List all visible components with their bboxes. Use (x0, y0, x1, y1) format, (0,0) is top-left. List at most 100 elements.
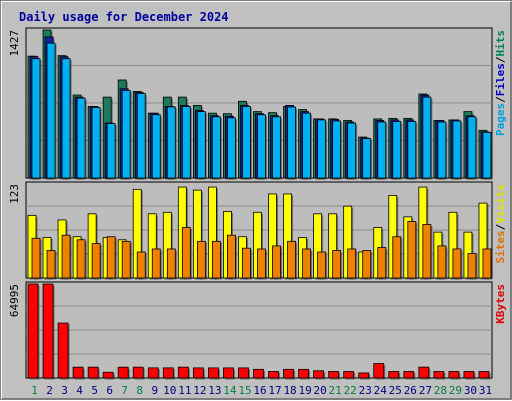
bar-kbytes-day-13 (207, 367, 219, 379)
bar-sites-day-31 (482, 248, 492, 279)
x-tick-label: 1 (31, 384, 38, 397)
bar-kbytes-day-20 (313, 370, 325, 379)
legend-part: Visits (494, 184, 507, 224)
bar-sites-day-7 (121, 240, 131, 279)
bar-kbytes-day-17 (268, 371, 279, 379)
bar-sites-day-20 (317, 251, 327, 279)
bar-sites-day-4 (76, 239, 86, 279)
x-tick-label: 5 (91, 384, 98, 397)
bar-kbytes-day-22 (343, 371, 355, 379)
legend-part: KBytes (494, 284, 507, 324)
bar-pages-day-29 (452, 120, 462, 179)
bar-pages-day-24 (377, 121, 387, 179)
bar-kbytes-day-8 (132, 366, 144, 379)
bar-kbytes-day-11 (177, 366, 189, 379)
bar-pages-day-31 (482, 131, 492, 179)
bar-kbytes-day-9 (147, 367, 159, 379)
bar-kbytes-day-16 (253, 368, 264, 379)
bar-sites-day-24 (377, 247, 387, 279)
bar-pages-day-10 (166, 106, 176, 179)
bar-kbytes-day-28 (433, 371, 445, 379)
x-tick-label: 4 (76, 384, 83, 397)
bar-pages-day-12 (196, 111, 206, 179)
bar-pages-day-25 (392, 121, 402, 179)
x-tick-label: 7 (121, 384, 128, 397)
bar-kbytes-day-19 (298, 368, 309, 379)
bar-pages-day-21 (332, 120, 342, 179)
legend-part: Pages (494, 103, 507, 136)
x-tick-label: 3 (61, 384, 68, 397)
x-tick-label: 23 (359, 384, 372, 397)
bar-pages-day-26 (407, 121, 417, 179)
x-tick-label: 8 (136, 384, 143, 397)
x-tick-label: 15 (238, 384, 251, 397)
bar-sites-day-16 (257, 248, 266, 279)
x-tick-label: 21 (329, 384, 342, 397)
bar-sites-day-17 (272, 245, 281, 279)
bar-pages-day-14 (227, 117, 236, 179)
bar-sites-day-6 (106, 236, 116, 279)
bar-kbytes-day-26 (403, 371, 415, 379)
x-tick-label: 24 (374, 384, 388, 397)
bar-kbytes-day-4 (72, 366, 84, 379)
bar-sites-day-10 (166, 248, 176, 279)
x-tick-label: 18 (283, 384, 296, 397)
bar-kbytes-day-5 (87, 366, 99, 379)
bar-kbytes-day-7 (117, 366, 129, 379)
x-tick-label: 12 (193, 384, 206, 397)
bar-pages-day-19 (302, 112, 311, 179)
bar-sites-day-29 (452, 248, 462, 279)
bar-pages-day-20 (317, 119, 327, 179)
bar-sites-day-12 (196, 240, 206, 279)
legend-part: / (494, 96, 507, 103)
bar-kbytes-day-24 (373, 363, 385, 379)
bar-kbytes-day-2 (42, 283, 54, 379)
bar-kbytes-day-27 (418, 366, 430, 379)
bar-kbytes-day-12 (192, 367, 204, 379)
x-tick-label: 13 (208, 384, 221, 397)
bar-sites-day-1 (31, 237, 41, 279)
bar-sites-day-25 (392, 236, 402, 279)
bar-sites-day-23 (362, 250, 372, 279)
x-tick-label: 9 (151, 384, 158, 397)
bar-pages-day-13 (211, 116, 221, 179)
bar-kbytes-day-3 (57, 322, 69, 379)
bar-pages-day-28 (437, 121, 447, 179)
bar-kbytes-day-10 (162, 367, 174, 379)
bar-sites-day-26 (407, 221, 417, 279)
bar-sites-day-13 (211, 240, 221, 279)
legend-middle: Sites/Visits (494, 184, 507, 264)
x-tick-label: 14 (223, 384, 237, 397)
x-tick-label: 11 (178, 384, 191, 397)
bar-sites-day-30 (467, 253, 477, 279)
bar-pages-day-15 (242, 106, 251, 179)
x-tick-label: 10 (163, 384, 176, 397)
bar-pages-day-8 (136, 93, 146, 179)
x-tick-label: 16 (253, 384, 266, 397)
bar-pages-day-27 (422, 96, 432, 179)
legend-top: Pages/Files/Hits (494, 30, 507, 136)
x-tick-label: 6 (106, 384, 113, 397)
bar-kbytes-day-1 (27, 283, 39, 379)
bar-sites-day-14 (227, 234, 236, 279)
x-tick-label: 2 (46, 384, 53, 397)
x-tick-label: 30 (464, 384, 477, 397)
bar-pages-day-6 (106, 123, 116, 179)
bar-sites-day-21 (332, 250, 342, 279)
bar-kbytes-day-18 (283, 368, 294, 379)
x-tick-label: 29 (449, 384, 462, 397)
bar-pages-day-17 (272, 116, 281, 179)
x-tick-label: 25 (389, 384, 402, 397)
bar-sites-day-28 (437, 245, 447, 279)
bar-pages-day-2 (46, 42, 56, 179)
legend-part: Files (494, 63, 507, 96)
bar-kbytes-day-21 (328, 371, 340, 379)
bar-sites-day-15 (242, 247, 251, 279)
bar-kbytes-day-31 (478, 371, 490, 379)
chart-title: Daily usage for December 2024 (19, 10, 229, 24)
bar-pages-day-3 (61, 58, 71, 179)
bar-sites-day-22 (347, 248, 357, 279)
